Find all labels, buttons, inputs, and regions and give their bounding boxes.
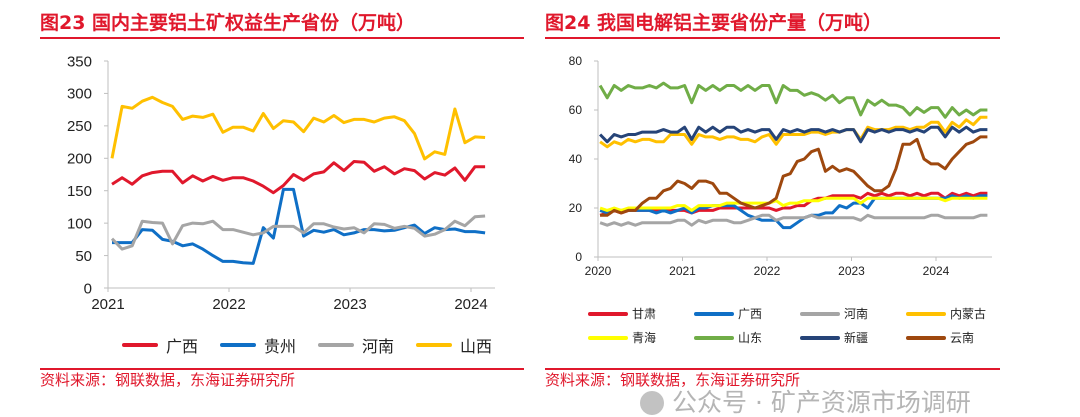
legend-item: 广西 bbox=[122, 333, 198, 357]
legend-item: 甘肃 bbox=[588, 305, 656, 322]
x-tick-label: 2024 bbox=[923, 264, 950, 278]
legend-item: 新疆 bbox=[800, 329, 868, 346]
series-line-广西 bbox=[111, 160, 486, 195]
x-tick-label: 2023 bbox=[333, 296, 366, 313]
legend-swatch bbox=[694, 311, 734, 316]
y-tick-label: 250 bbox=[67, 118, 92, 135]
chart-title-left: 图23 国内主要铝土矿权益生产省份（万吨） bbox=[40, 12, 416, 34]
y-tick-label: 350 bbox=[67, 53, 92, 70]
legend-swatch bbox=[906, 335, 946, 340]
legend-label: 贵州 bbox=[264, 337, 297, 356]
legend-label: 云南 bbox=[950, 331, 975, 345]
legend-label: 山东 bbox=[738, 331, 763, 345]
legend-label: 甘肃 bbox=[632, 307, 657, 321]
y-tick-label: 50 bbox=[75, 248, 92, 265]
watermark: 公众号 · 矿产资源市场调研 bbox=[640, 389, 971, 416]
legend-swatch bbox=[800, 335, 840, 340]
legend-label: 河南 bbox=[844, 307, 869, 321]
legend-swatch bbox=[220, 343, 257, 347]
legend-swatch bbox=[588, 311, 628, 316]
legend-item: 青海 bbox=[588, 329, 656, 346]
y-tick-label: 100 bbox=[67, 215, 92, 232]
legend-label: 内蒙古 bbox=[950, 307, 987, 321]
legend-item: 内蒙古 bbox=[906, 305, 986, 322]
title-rule-left bbox=[40, 37, 524, 39]
legend-swatch bbox=[122, 343, 158, 347]
legend-label: 青海 bbox=[632, 331, 657, 345]
x-tick-label: 2022 bbox=[754, 264, 781, 278]
legend-label: 山西 bbox=[460, 337, 493, 356]
watermark-text: 公众号 · 矿产资源市场调研 bbox=[672, 388, 971, 417]
series-line-新疆 bbox=[599, 125, 988, 144]
series-line-河南 bbox=[599, 213, 988, 227]
legend-swatch bbox=[800, 311, 840, 316]
legend-swatch bbox=[416, 343, 453, 347]
series-line-内蒙古 bbox=[599, 115, 988, 149]
y-tick-label: 80 bbox=[569, 54, 583, 68]
legend-item: 山西 bbox=[416, 333, 492, 357]
series-line-云南 bbox=[600, 135, 988, 217]
y-tick-label: 0 bbox=[84, 280, 92, 297]
y-tick-label: 150 bbox=[67, 183, 92, 200]
wechat-icon bbox=[640, 390, 664, 415]
x-tick-label: 2023 bbox=[838, 264, 865, 278]
chart-title-right: 图24 我国电解铝主要省份产量（万吨） bbox=[545, 12, 883, 34]
legend-swatch bbox=[694, 335, 734, 340]
x-tick-label: 2020 bbox=[585, 264, 612, 278]
series-line-山西 bbox=[110, 95, 486, 161]
series-line-山东 bbox=[598, 81, 988, 119]
legend-swatch bbox=[318, 343, 355, 347]
title-rule-right bbox=[545, 37, 1000, 39]
y-tick-label: 300 bbox=[67, 86, 92, 103]
y-tick-label: 20 bbox=[569, 201, 583, 215]
x-tick-label: 2021 bbox=[669, 264, 696, 278]
y-tick-label: 0 bbox=[575, 250, 582, 264]
legend-item: 山东 bbox=[694, 329, 762, 346]
x-tick-label: 2022 bbox=[212, 296, 245, 313]
series-line-河南 bbox=[110, 214, 486, 251]
legend-item: 云南 bbox=[906, 329, 974, 346]
x-tick-label: 2024 bbox=[454, 296, 487, 313]
source-rule-right bbox=[545, 368, 1000, 370]
legend-item: 河南 bbox=[318, 333, 394, 357]
legend-item: 广西 bbox=[694, 305, 762, 322]
legend-label: 河南 bbox=[362, 337, 395, 356]
legend-label: 广西 bbox=[738, 307, 763, 321]
y-tick-label: 60 bbox=[569, 103, 583, 117]
legend-item: 贵州 bbox=[220, 333, 296, 357]
y-tick-label: 200 bbox=[67, 151, 92, 168]
legend-item: 河南 bbox=[800, 305, 868, 322]
y-tick-label: 40 bbox=[569, 152, 583, 166]
series-line-青海 bbox=[599, 196, 988, 212]
legend-swatch bbox=[906, 311, 946, 316]
legend-label: 新疆 bbox=[844, 331, 869, 345]
source-rule-left bbox=[40, 368, 524, 370]
legend-left: 广西 贵州 河南 山西 bbox=[122, 333, 492, 357]
source-right: 资料来源：钢联数据，东海证券研究所 bbox=[545, 371, 801, 389]
series-line-贵州 bbox=[112, 187, 486, 265]
x-tick-label: 2021 bbox=[91, 296, 124, 313]
legend-label: 广西 bbox=[166, 337, 199, 356]
legend-swatch bbox=[588, 335, 628, 340]
source-left: 资料来源：钢联数据，东海证券研究所 bbox=[40, 371, 296, 389]
